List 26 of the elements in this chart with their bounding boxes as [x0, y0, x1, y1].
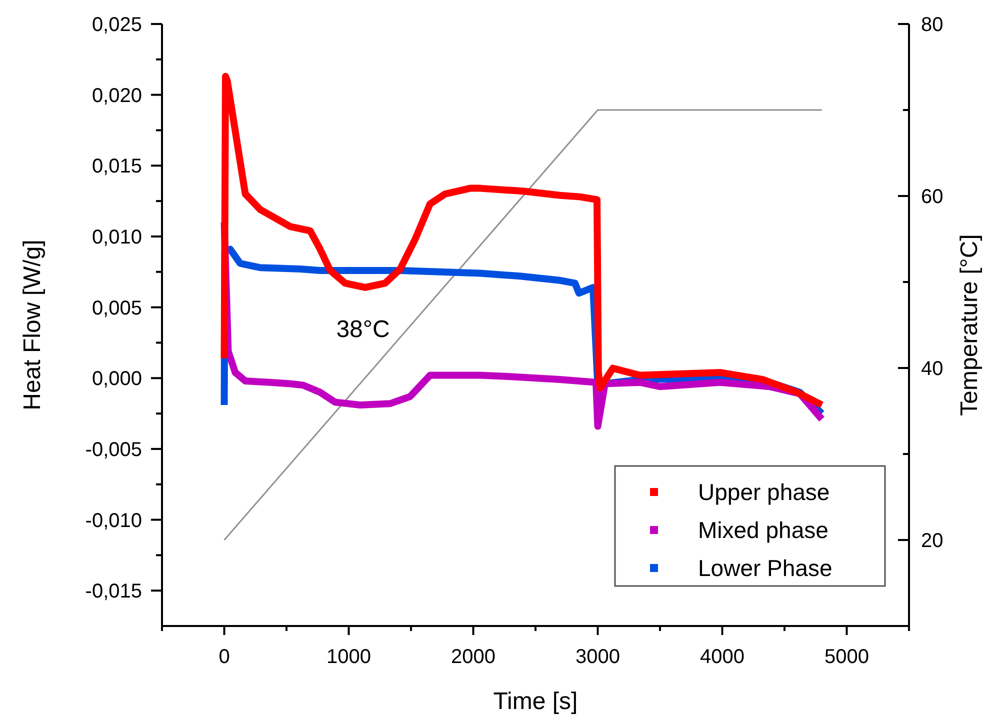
- legend-label: Upper phase: [698, 479, 830, 506]
- y2-tick-label: 60: [921, 186, 944, 208]
- x-tick-label: 5000: [824, 646, 869, 668]
- y-tick-label: -0,015: [85, 580, 142, 603]
- y-tick-label: 0,015: [92, 156, 142, 178]
- y2-axis-title: Temperature [°C]: [956, 234, 983, 416]
- x-axis-title: Time [s]: [493, 688, 578, 715]
- legend-label: Lower Phase: [698, 555, 832, 582]
- x-tick-label: 2000: [451, 646, 496, 668]
- y2-tick-label: 20: [921, 530, 944, 552]
- y-tick-label: 0,010: [92, 226, 142, 248]
- y-tick-label: 0,025: [92, 14, 142, 36]
- y-tick-label: -0,005: [85, 438, 142, 461]
- annotation: 38°C: [336, 316, 390, 343]
- y-tick-label: -0,010: [85, 510, 142, 532]
- y2-tick-label: 80: [921, 14, 944, 36]
- x-tick-label: 0: [218, 646, 230, 668]
- x-tick-label: 4000: [700, 646, 744, 668]
- y-tick-label: 0,020: [92, 84, 142, 107]
- y-axis-title: Heat Flow [W/g]: [19, 240, 46, 410]
- y-tick-label: 0,005: [92, 297, 142, 320]
- y2-tick-label: 40: [921, 358, 944, 380]
- legend-label: Mixed phase: [698, 517, 828, 544]
- y-tick-label: 0,000: [92, 368, 142, 390]
- x-tick-label: 3000: [576, 646, 620, 668]
- x-tick-label: 1000: [326, 646, 371, 668]
